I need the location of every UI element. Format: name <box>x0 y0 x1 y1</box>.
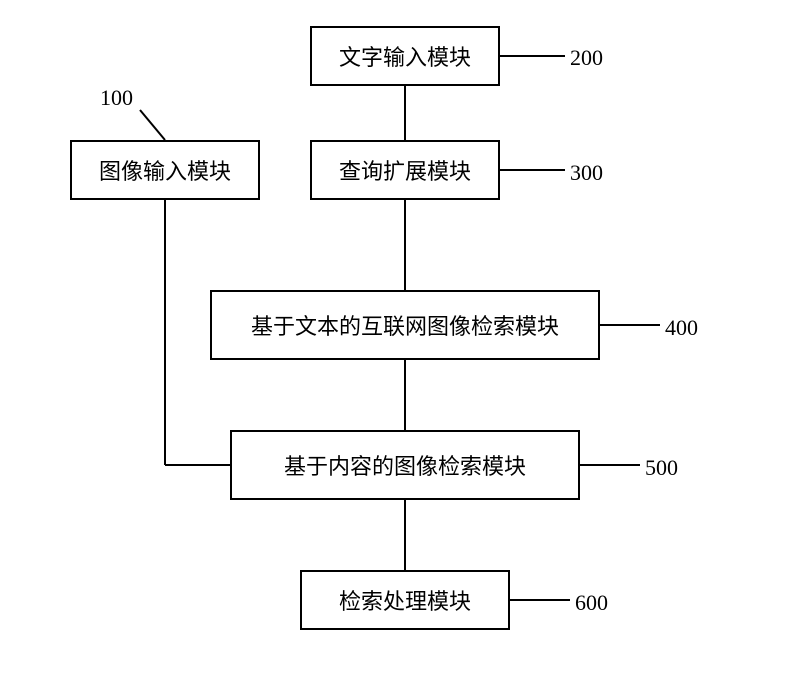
ref-text: 100 <box>100 85 133 110</box>
node-label: 基于文本的互联网图像检索模块 <box>251 309 559 341</box>
ref-label-400: 400 <box>665 315 698 341</box>
ref-text: 300 <box>570 160 603 185</box>
node-content-based-search: 基于内容的图像检索模块 <box>230 430 580 500</box>
node-label: 查询扩展模块 <box>339 154 471 186</box>
ref-text: 600 <box>575 590 608 615</box>
node-label: 检索处理模块 <box>339 584 471 616</box>
node-retrieval-process: 检索处理模块 <box>300 570 510 630</box>
ref-text: 500 <box>645 455 678 480</box>
ref-label-100: 100 <box>100 85 133 111</box>
ref-label-500: 500 <box>645 455 678 481</box>
node-text-input: 文字输入模块 <box>310 26 500 86</box>
ref-text: 200 <box>570 45 603 70</box>
node-label: 图像输入模块 <box>99 154 231 186</box>
ref-text: 400 <box>665 315 698 340</box>
ref-label-200: 200 <box>570 45 603 71</box>
node-text-based-search: 基于文本的互联网图像检索模块 <box>210 290 600 360</box>
node-label: 基于内容的图像检索模块 <box>284 449 526 481</box>
ref-label-300: 300 <box>570 160 603 186</box>
node-label: 文字输入模块 <box>339 40 471 72</box>
node-query-expand: 查询扩展模块 <box>310 140 500 200</box>
flowchart-canvas: 图像输入模块 文字输入模块 查询扩展模块 基于文本的互联网图像检索模块 基于内容… <box>0 0 800 683</box>
node-image-input: 图像输入模块 <box>70 140 260 200</box>
ref-label-600: 600 <box>575 590 608 616</box>
